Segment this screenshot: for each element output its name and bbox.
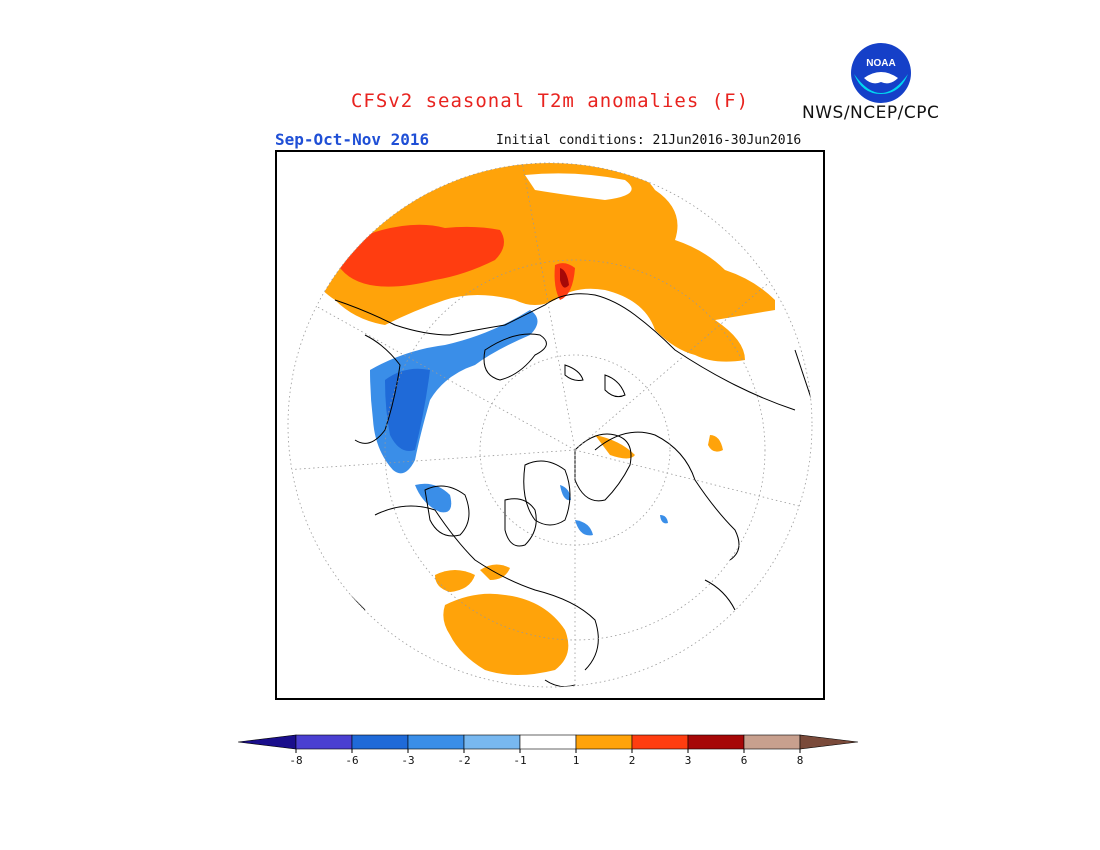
warm-anomaly-north-america	[443, 593, 569, 675]
legend-swatch	[463, 734, 521, 750]
legend-tick-label: 3	[685, 754, 692, 767]
legend-tick-label: -8	[289, 754, 302, 767]
legend-swatch	[575, 734, 633, 750]
legend-swatch-min	[238, 734, 297, 750]
legend-tick-label: -3	[401, 754, 414, 767]
hot-anomaly-siberia	[335, 224, 504, 287]
legend-swatch	[687, 734, 745, 750]
noaa-logo: NOAA	[851, 43, 911, 103]
initial-conditions-label: Initial conditions: 21Jun2016-30Jun2016	[496, 133, 802, 148]
legend-swatch	[351, 734, 409, 750]
legend-swatch	[407, 734, 465, 750]
legend-tick-label: 8	[797, 754, 804, 767]
legend-tick-label: 2	[629, 754, 636, 767]
coastline-greenland	[483, 333, 547, 381]
plot-title: CFSv2 seasonal T2m anomalies (F)	[350, 90, 750, 112]
polar-stereographic-map	[275, 150, 825, 700]
legend-tick-label: -6	[345, 754, 358, 767]
legend-swatch	[631, 734, 689, 750]
agency-label: NWS/NCEP/CPC	[802, 103, 940, 123]
legend-swatch	[295, 734, 353, 750]
legend-tick-label: 6	[741, 754, 748, 767]
logo-text: NOAA	[866, 58, 895, 69]
color-legend: -8 -6 -3 -2 -1 1 2 3 6 8	[238, 734, 859, 767]
legend-swatch	[743, 734, 801, 750]
legend-swatch	[519, 734, 577, 750]
legend-tick-label: -2	[457, 754, 470, 767]
legend-tick-label: 1	[573, 754, 580, 767]
season-label: Sep-Oct-Nov 2016	[275, 130, 430, 149]
legend-swatch-max	[799, 734, 859, 750]
legend-tick-label: -1	[513, 754, 526, 767]
